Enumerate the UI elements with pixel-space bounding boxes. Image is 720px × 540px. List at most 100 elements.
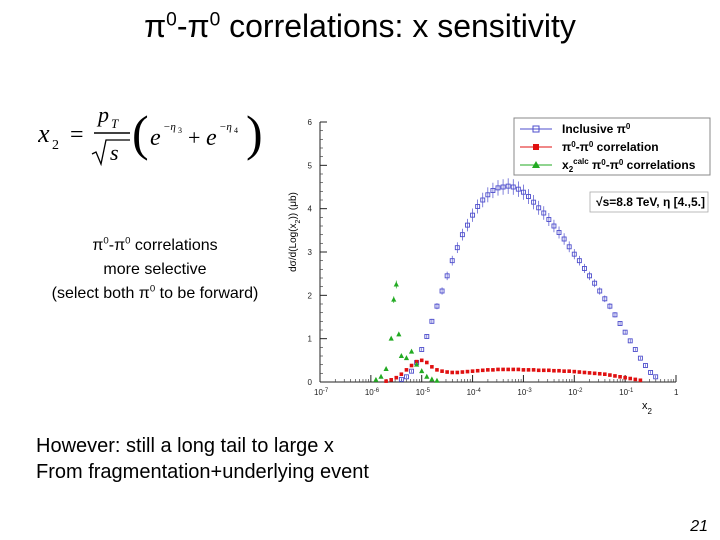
series-inclusive-pi0 <box>398 178 659 382</box>
data-point <box>496 367 500 372</box>
data-point <box>480 368 485 373</box>
formula-lhs: x <box>38 119 50 148</box>
legend-1-mid: -π <box>576 140 589 154</box>
data-point <box>388 335 394 341</box>
data-point <box>516 367 521 372</box>
data-point <box>419 347 425 352</box>
data-point <box>653 374 659 380</box>
data-point <box>521 368 526 372</box>
legend-1-label: π <box>562 140 571 154</box>
title-pi-a: π <box>144 8 167 44</box>
note3-sup: 0 <box>149 283 156 295</box>
data-point <box>638 378 643 383</box>
data-point <box>419 368 425 374</box>
data-point <box>551 223 557 229</box>
note3-pi: π <box>138 285 150 302</box>
data-point <box>404 374 409 380</box>
data-point <box>475 204 481 209</box>
data-point <box>391 296 397 302</box>
data-point <box>403 355 410 361</box>
data-point <box>587 273 592 279</box>
data-point <box>460 370 465 374</box>
x-tick-label: 10-1 <box>619 388 634 397</box>
data-point <box>587 371 592 375</box>
sqrt-sign <box>91 139 130 167</box>
title-dash: - <box>176 8 188 44</box>
data-point <box>582 370 587 375</box>
data-point <box>597 371 602 376</box>
data-point <box>592 280 598 286</box>
data-point <box>429 318 435 324</box>
data-point <box>633 377 638 382</box>
legend-marker-inclusive <box>532 125 540 133</box>
data-point <box>419 358 424 363</box>
data-point <box>430 365 434 369</box>
data-point <box>541 368 546 373</box>
data-point <box>602 296 608 302</box>
data-point <box>424 334 430 339</box>
data-point <box>414 359 419 364</box>
kinematics-annotation: √s=8.8 TeV, η [4.,5.] <box>589 191 709 213</box>
y-ticks: 0 1 2 3 4 5 6 <box>308 118 327 387</box>
data-point <box>546 217 552 222</box>
data-point <box>396 331 402 337</box>
data-point <box>486 368 490 372</box>
x-tick-label: 10-7 <box>314 388 329 397</box>
data-point <box>490 188 496 193</box>
legend-0-sup: 0 <box>626 122 631 131</box>
legend-2-sup3: 0 <box>619 158 624 167</box>
legend-1-sup: 0 <box>571 140 576 149</box>
data-point <box>608 373 612 377</box>
data-point <box>434 377 440 383</box>
data-point <box>571 251 577 257</box>
y-tick-label: 6 <box>308 118 313 127</box>
data-point <box>394 375 399 380</box>
note-sup-a: 0 <box>103 235 109 247</box>
data-point <box>637 355 643 361</box>
title-sup-b: 0 <box>209 9 221 31</box>
data-point <box>515 186 521 192</box>
legend-2-label: x <box>562 158 569 172</box>
data-point <box>435 368 439 372</box>
xlabel-sub: 2 <box>648 407 653 416</box>
data-point <box>526 368 531 372</box>
x2-formula: x 2 = p T s ( e −η 3 + e −η 4 ) <box>38 102 263 167</box>
data-point <box>465 222 470 228</box>
data-point <box>541 210 547 216</box>
annotation-box <box>589 191 709 213</box>
data-point <box>384 379 388 383</box>
data-point <box>414 361 420 367</box>
legend-text-x2calc: x2calc π0-π0 correlations <box>562 157 696 174</box>
data-point <box>510 184 516 190</box>
legend-1-sup2: 0 <box>589 140 594 149</box>
legend-2-tail2: correlations <box>623 158 695 172</box>
data-point <box>454 245 460 251</box>
data-point <box>501 367 505 372</box>
x-tick-label: 10-2 <box>568 388 583 397</box>
formula-e2-exp: −η <box>219 121 232 133</box>
paren-left: ( <box>132 105 149 161</box>
formula-e1-exp: −η <box>163 121 176 133</box>
y-tick-label: 3 <box>308 248 313 257</box>
data-point <box>398 376 404 382</box>
data-point <box>576 258 582 264</box>
data-point <box>556 230 562 235</box>
ylabel-sub: 2 <box>295 219 302 223</box>
note3-b: to be forward) <box>155 285 259 302</box>
formula-num-sub: T <box>111 116 119 131</box>
data-point <box>520 189 526 195</box>
formula-plus: + <box>188 125 200 150</box>
note-dash: - <box>108 237 115 254</box>
y-tick-label: 5 <box>308 161 313 170</box>
data-point <box>536 205 542 211</box>
data-point <box>500 184 506 190</box>
data-point <box>475 368 480 373</box>
data-point <box>643 363 648 368</box>
page-number: 21 <box>690 518 708 535</box>
legend-marker-correlation <box>533 144 539 150</box>
data-point <box>622 329 628 335</box>
data-point <box>455 370 460 375</box>
x-ticks: 10-7 10-6 10-5 10-4 10-3 10-2 10-1 1 <box>314 375 679 397</box>
formula-e1-exp-sub: 3 <box>178 126 182 135</box>
data-point <box>404 368 409 372</box>
